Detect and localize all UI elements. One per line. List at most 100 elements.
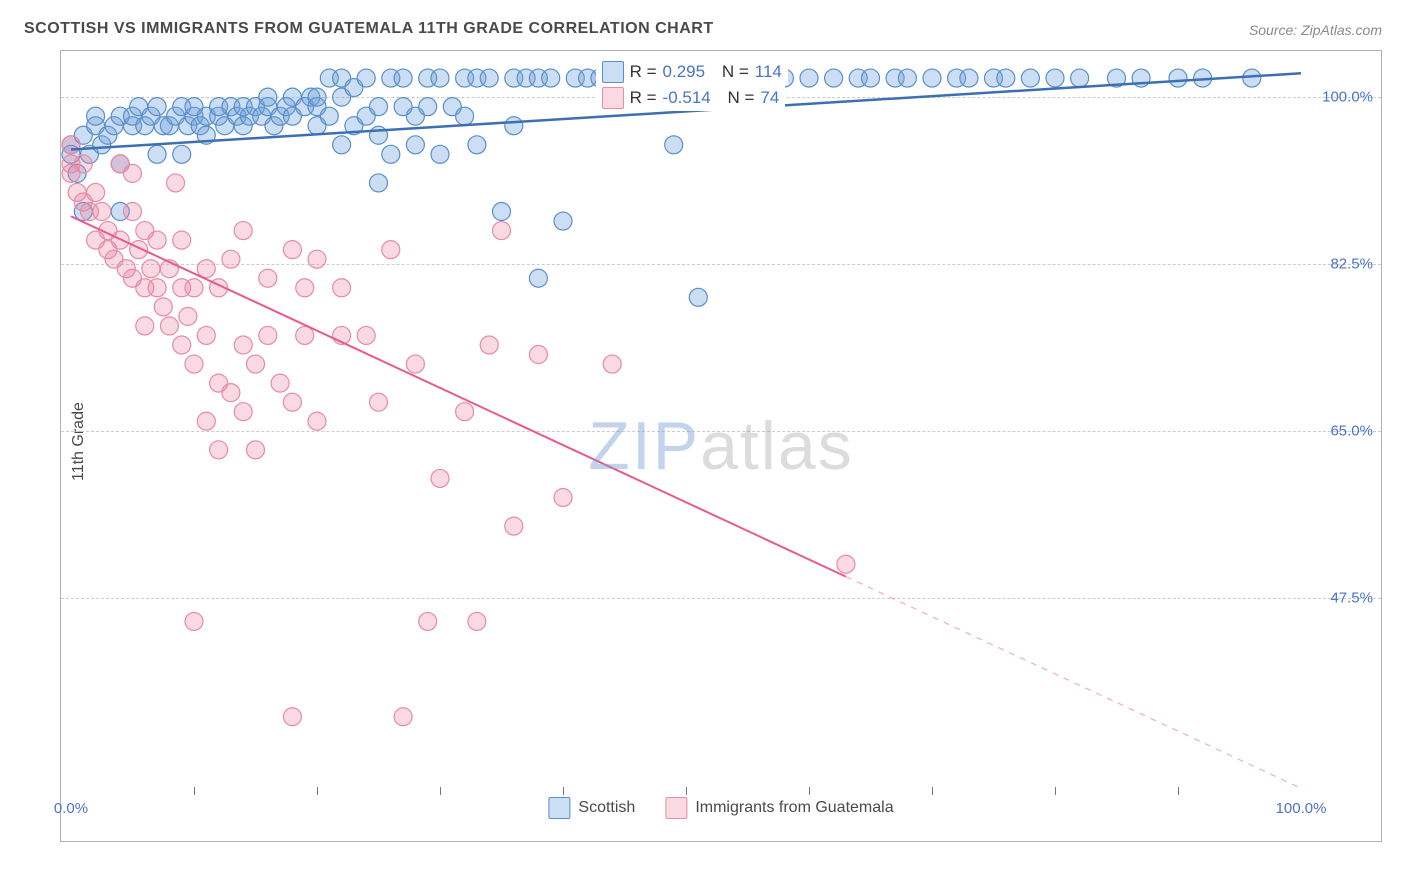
stat-r-value-scottish: 0.295 [663,62,706,82]
data-point [357,69,375,87]
stat-r-label: R = [630,88,657,108]
data-point [1071,69,1089,87]
data-point [480,336,498,354]
data-point [689,288,707,306]
data-point [210,441,228,459]
data-point [142,260,160,278]
data-point [173,336,191,354]
data-point [167,174,185,192]
data-point [185,279,203,297]
data-point [529,346,547,364]
data-point [837,555,855,573]
data-point [124,203,142,221]
data-point [234,403,252,421]
data-point [493,222,511,240]
data-point [554,212,572,230]
data-point [283,241,301,259]
data-point [173,231,191,249]
data-point [271,374,289,392]
data-point [394,708,412,726]
data-point [480,69,498,87]
data-point [370,174,388,192]
stat-r-value-guatemala: -0.514 [663,88,711,108]
data-point [456,403,474,421]
data-point [406,355,424,373]
data-point [148,279,166,297]
swatch-guatemala [602,87,624,109]
stat-n-label: N = [727,88,754,108]
data-point [154,298,172,316]
legend: Scottish Immigrants from Guatemala [548,797,893,819]
data-point [308,250,326,268]
series-stats-scottish: R = 0.295 N = 114 [596,59,788,85]
data-point [431,69,449,87]
data-point [419,612,437,630]
data-point [357,326,375,344]
data-point [320,107,338,125]
data-point [1243,69,1261,87]
data-point [247,355,265,373]
data-point [283,708,301,726]
data-point [234,222,252,240]
data-point [185,612,203,630]
data-point [148,98,166,116]
legend-label-guatemala: Immigrants from Guatemala [695,799,893,817]
data-point [923,69,941,87]
data-point [185,355,203,373]
data-point [382,145,400,163]
data-point [505,517,523,535]
data-point [333,279,351,297]
data-point [370,393,388,411]
data-point [825,69,843,87]
data-point [529,269,547,287]
legend-item-scottish: Scottish [548,797,635,819]
data-point [87,107,105,125]
data-point [898,69,916,87]
data-point [505,117,523,135]
data-point [247,441,265,459]
stat-n-value-scottish: 114 [755,62,782,82]
data-point [296,279,314,297]
source-attribution: Source: ZipAtlas.com [1249,22,1382,38]
data-point [394,69,412,87]
data-point [222,250,240,268]
data-point [456,107,474,125]
stat-r-label: R = [630,62,657,82]
data-point [87,183,105,201]
stat-n-label: N = [722,62,749,82]
legend-swatch-scottish [548,797,570,819]
data-point [997,69,1015,87]
data-point [197,326,215,344]
data-point [259,269,277,287]
data-point [62,136,80,154]
data-point [173,145,191,163]
data-point [468,612,486,630]
data-point [603,355,621,373]
data-point [197,260,215,278]
data-point [382,241,400,259]
data-point [259,326,277,344]
stat-n-value-guatemala: 74 [760,88,779,108]
scatter-plot [61,51,1381,841]
data-point [179,307,197,325]
data-point [333,136,351,154]
data-point [148,145,166,163]
swatch-scottish [602,61,624,83]
data-point [406,136,424,154]
data-point [431,145,449,163]
data-point [74,155,92,173]
data-point [148,231,166,249]
data-point [960,69,978,87]
data-point [234,336,252,354]
data-point [93,203,111,221]
data-point [160,317,178,335]
data-point [862,69,880,87]
legend-label-scottish: Scottish [578,799,635,817]
data-point [493,203,511,221]
data-point [468,136,486,154]
data-point [136,317,154,335]
trend-line [71,216,846,576]
chart-title: SCOTTISH VS IMMIGRANTS FROM GUATEMALA 11… [24,20,714,38]
data-point [554,488,572,506]
data-point [1046,69,1064,87]
